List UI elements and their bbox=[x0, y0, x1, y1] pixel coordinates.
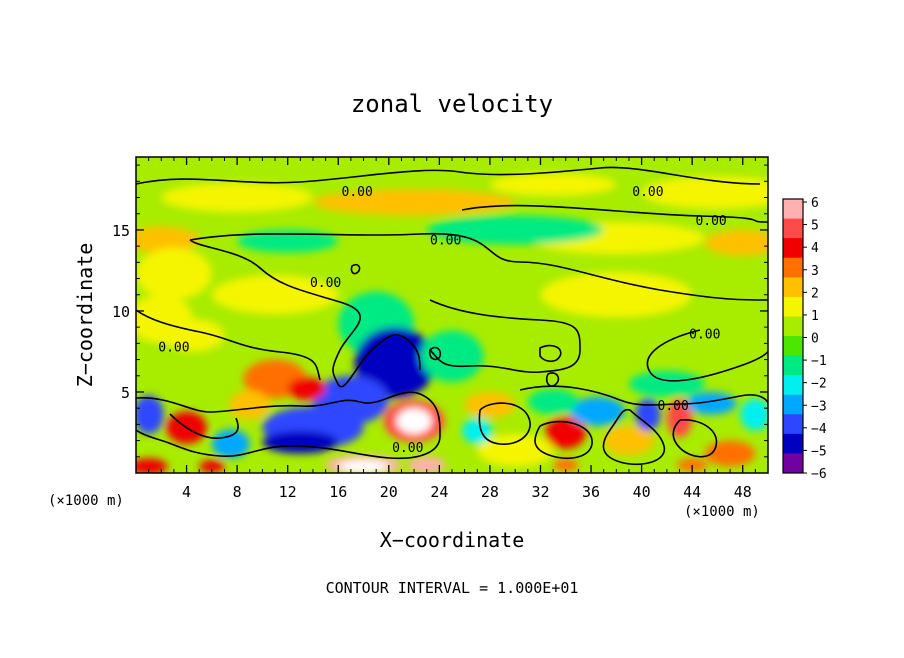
x-tick-label-4: 20 bbox=[380, 483, 398, 501]
x-tick-label-6: 28 bbox=[481, 483, 499, 501]
colorbar-tick-label-11: −5 bbox=[811, 444, 827, 459]
field-blob-7 bbox=[237, 229, 339, 253]
x-axis-label: X−coordinate bbox=[380, 528, 525, 552]
field-blob-36 bbox=[603, 426, 655, 456]
heatmap-field bbox=[136, 157, 768, 473]
field-blob-17 bbox=[262, 430, 339, 454]
contour-lines bbox=[136, 166, 768, 466]
colorbar-tick-label-5: 1 bbox=[811, 309, 819, 324]
y-tick-label-1: 10 bbox=[112, 303, 130, 321]
field-blob-10 bbox=[540, 272, 693, 318]
field-blob-35 bbox=[477, 434, 554, 467]
colorbar-tick-label-2: 4 bbox=[811, 241, 819, 256]
contour-label-3: 0.00 bbox=[430, 234, 461, 249]
x-tick-label-11: 48 bbox=[734, 483, 752, 501]
field-blob-43 bbox=[420, 330, 484, 383]
colorbar-tick-label-6: 0 bbox=[811, 332, 819, 347]
colorbar-swatch-9 bbox=[783, 375, 803, 396]
chart-title: zonal velocity bbox=[351, 90, 553, 118]
colorbar-tick-label-9: −3 bbox=[811, 399, 827, 414]
field-blob-9 bbox=[136, 247, 212, 300]
colorbar-swatch-8 bbox=[783, 355, 803, 376]
colorbar-frame bbox=[782, 198, 804, 474]
field-blob-39 bbox=[685, 391, 737, 415]
colorbar-swatch-5 bbox=[783, 296, 803, 317]
x-unit-right: (×1000 m) bbox=[684, 504, 760, 520]
contour-label-7: 0.00 bbox=[658, 399, 689, 414]
colorbar-swatch-4 bbox=[783, 277, 803, 298]
colorbar-tick-label-12: −6 bbox=[811, 467, 827, 482]
field-blob-37 bbox=[569, 396, 626, 427]
field-blob-28 bbox=[211, 429, 250, 459]
colorbar-tick-label-0: 6 bbox=[811, 196, 819, 211]
colorbar-tick-label-4: 2 bbox=[811, 286, 819, 301]
field-blob-46 bbox=[553, 458, 579, 472]
contour-label-6: 0.00 bbox=[689, 328, 720, 343]
x-axis: 4 8 12 16 20 24 28 32 36 40 44 48 bbox=[148, 157, 756, 501]
contour-interval-note: CONTOUR INTERVAL = 1.000E+01 bbox=[326, 579, 579, 597]
x-tick-label-8: 36 bbox=[582, 483, 600, 501]
colorbar-tick-label-3: 3 bbox=[811, 264, 819, 279]
field-blob-40 bbox=[740, 398, 768, 431]
field-blob-4 bbox=[136, 226, 200, 253]
colorbar-tick-label-7: −1 bbox=[811, 354, 827, 369]
colorbar-swatch-6 bbox=[783, 316, 803, 337]
field-blob-19 bbox=[287, 377, 326, 401]
contour-label-1: 0.00 bbox=[632, 185, 663, 200]
x-tick-label-3: 16 bbox=[329, 483, 347, 501]
colorbar-swatch-2 bbox=[783, 238, 803, 259]
contour-label-2: 0.00 bbox=[695, 214, 726, 229]
field-blob-42 bbox=[527, 388, 579, 415]
field-blob-32 bbox=[666, 398, 693, 438]
colorbar-swatch-10 bbox=[783, 394, 803, 415]
field-blob-0 bbox=[161, 182, 313, 213]
colorbar-swatch-13 bbox=[783, 453, 803, 474]
contour-label-0: 0.00 bbox=[342, 185, 373, 200]
x-tick-label-9: 40 bbox=[633, 483, 651, 501]
field-blob-11 bbox=[211, 275, 339, 315]
field-blob-2 bbox=[489, 173, 617, 196]
x-tick-label-0: 4 bbox=[182, 483, 191, 501]
colorbar-swatch-3 bbox=[783, 257, 803, 278]
colorbar-tick-label-8: −2 bbox=[811, 377, 827, 392]
contour-label-4: 0.00 bbox=[310, 276, 341, 291]
colorbar-swatch-7 bbox=[783, 336, 803, 357]
y-tick-label-0: 5 bbox=[121, 384, 130, 402]
y-axis-label: Z−coordinate bbox=[73, 243, 97, 388]
colorbar-swatch-1 bbox=[783, 218, 803, 239]
colorbar-tick-label-10: −4 bbox=[811, 422, 827, 437]
y-tick-label-2: 15 bbox=[112, 222, 130, 240]
field-blob-14 bbox=[354, 327, 436, 399]
x-tick-label-5: 24 bbox=[430, 483, 448, 501]
x-tick-label-7: 32 bbox=[531, 483, 549, 501]
x-tick-label-2: 12 bbox=[279, 483, 297, 501]
x-unit-left: (×1000 m) bbox=[48, 493, 124, 509]
field-blob-20 bbox=[229, 390, 270, 420]
x-tick-label-1: 8 bbox=[233, 483, 242, 501]
field-blob-34 bbox=[704, 440, 756, 467]
colorbar-swatch-0 bbox=[783, 199, 803, 220]
field-blob-30 bbox=[199, 460, 225, 473]
field-blob-29 bbox=[136, 458, 168, 473]
field-blob-45 bbox=[676, 458, 708, 472]
contour-label-group: 0.00 0.00 0.00 0.00 0.00 0.00 0.00 0.00 0.00 bbox=[158, 185, 727, 456]
field-blob-25 bbox=[407, 456, 446, 473]
colorbar-swatch-12 bbox=[783, 433, 803, 454]
y-axis: 5 10 15 bbox=[112, 164, 768, 458]
colorbar-tick-label-1: 5 bbox=[811, 219, 819, 234]
colorbar-swatch-11 bbox=[783, 414, 803, 435]
contour-label-8: 0.00 bbox=[392, 441, 423, 456]
colorbar: 6 5 4 3 2 1 0 −1 −2 −3 −4 −5 −6 bbox=[782, 196, 827, 482]
field-blob-8 bbox=[426, 215, 604, 245]
field-blob-5 bbox=[704, 229, 768, 256]
field-blob-41 bbox=[628, 370, 705, 397]
field-blob-3 bbox=[641, 176, 768, 209]
x-tick-label-10: 44 bbox=[683, 483, 701, 501]
field-blob-38 bbox=[635, 398, 661, 431]
field-blob-22 bbox=[396, 408, 432, 435]
field-blob-27 bbox=[136, 395, 164, 435]
contour-label-5: 0.00 bbox=[158, 341, 189, 356]
